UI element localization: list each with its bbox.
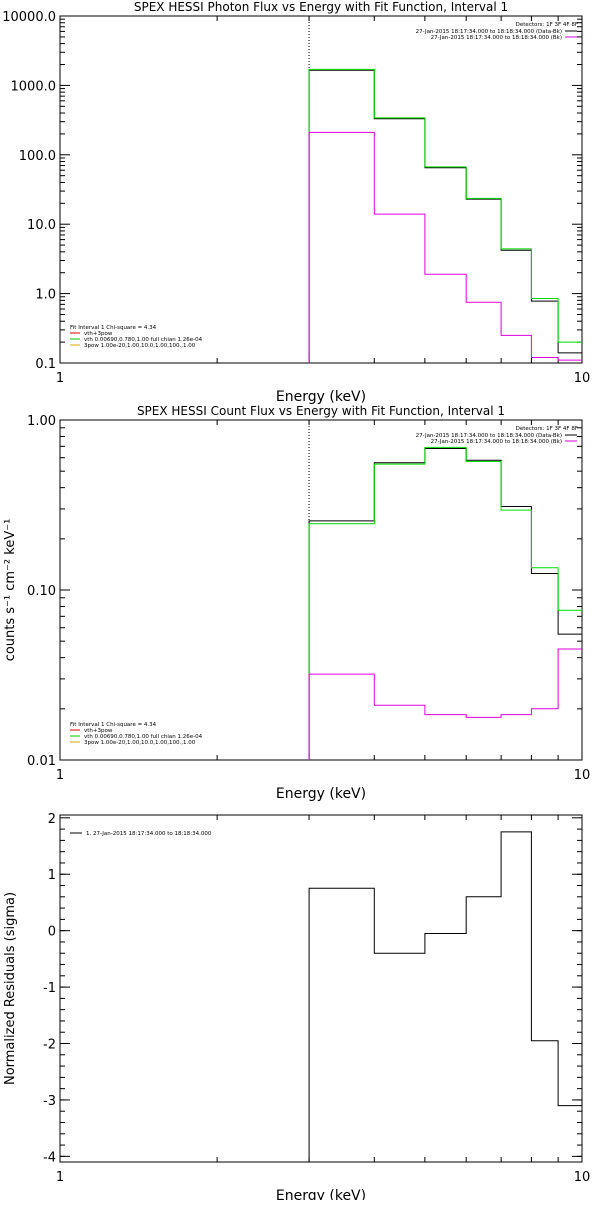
y-tick-label: 1.0 [35, 288, 56, 303]
legend-item-label: 27-Jan-2015 18:17:34.000 to 18:18:34.000… [416, 433, 562, 439]
legend-item-label: vth+3pow [84, 331, 113, 337]
legend-header: Detectors: 1F 3F 4F 8F [516, 426, 578, 432]
y-axis-label: Normalized Residuals (sigma) [3, 892, 18, 1085]
x-axis-label: Energy (keV) [276, 1188, 366, 1200]
legend-item-label: 3pow 1.00e-20,1.00,10.0,1.00,100.,1.00 [84, 740, 196, 746]
series-step-residual [308, 831, 582, 1162]
y-tick-label: 100.0 [19, 149, 56, 164]
legend-item-label: 27-Jan-2015 18:17:34.000 to 18:18:34.000… [431, 35, 562, 41]
x-tick-label: 1 [56, 1170, 64, 1185]
panel-photon-flux: SPEX HESSI Photon Flux vs Energy with Fi… [2, 0, 590, 405]
legend-item-label: vth+3pow [84, 728, 113, 734]
y-tick-label: 1000.0 [11, 79, 57, 94]
x-tick-label: 1 [56, 768, 64, 783]
plot-frame [59, 814, 583, 1163]
legend-item-label: 1. 27-Jan-2015 18:17:34.000 to 18:18:34.… [86, 831, 212, 837]
y-tick-label: 2 [48, 812, 56, 827]
series-step-background [308, 648, 582, 760]
y-tick-label: -3 [43, 1094, 56, 1109]
legend-item-label: vth 0.00690,0.780,1.00 full chian 1.26e-… [84, 734, 203, 740]
legend-header: Detectors: 1F 3F 4F 8F [516, 22, 578, 28]
x-axis-label: Energy (keV) [276, 389, 366, 405]
series-step-data [308, 69, 582, 363]
y-tick-label: 1 [48, 868, 56, 883]
legend-header: Fit Interval 1 Chi-square = 4.34 [70, 722, 157, 728]
y-tick-label: -2 [43, 1038, 56, 1053]
x-tick-label: 10 [574, 1170, 591, 1185]
chart-title: SPEX HESSI Count Flux vs Energy with Fit… [137, 404, 505, 418]
y-tick-label: -1 [43, 981, 56, 996]
series-step-fit [308, 446, 582, 760]
legend-item-label: 27-Jan-2015 18:17:34.000 to 18:18:34.000… [416, 29, 562, 35]
y-tick-label: 10000.0 [2, 10, 56, 25]
y-tick-label: 10.0 [27, 218, 56, 233]
series-step-data [308, 448, 582, 760]
series-step-background [308, 131, 582, 363]
legend-item-label: 3pow 1.00e-20,1.00,10.0,1.00,100.,1.00 [84, 343, 196, 349]
y-tick-label: -4 [43, 1150, 56, 1165]
panel-count-flux: SPEX HESSI Count Flux vs Energy with Fit… [3, 404, 590, 802]
x-axis-label: Energy (keV) [276, 786, 366, 802]
y-tick-label: 1.00 [27, 414, 56, 429]
legend-header: Fit Interval 1 Chi-square = 4.34 [70, 325, 157, 331]
y-tick-label: 0 [48, 925, 56, 940]
plot-frame [59, 15, 583, 364]
x-tick-label: 1 [56, 371, 64, 386]
x-tick-label: 10 [574, 768, 591, 783]
y-tick-label: 0.10 [27, 584, 56, 599]
y-tick-label: 0.01 [27, 754, 56, 769]
y-tick-label: 0.1 [35, 357, 56, 372]
legend-item-label: 27-Jan-2015 18:17:34.000 to 18:18:34.000… [431, 439, 562, 445]
y-axis-label: counts s⁻¹ cm⁻² keV⁻¹ [3, 519, 18, 662]
series-step-fit [308, 68, 582, 363]
x-tick-label: 10 [574, 371, 591, 386]
legend-item-label: vth 0.00690,0.780,1.00 full chian 1.26e-… [84, 337, 203, 343]
chart-title: SPEX HESSI Photon Flux vs Energy with Fi… [134, 0, 508, 14]
plot-frame [59, 419, 583, 761]
